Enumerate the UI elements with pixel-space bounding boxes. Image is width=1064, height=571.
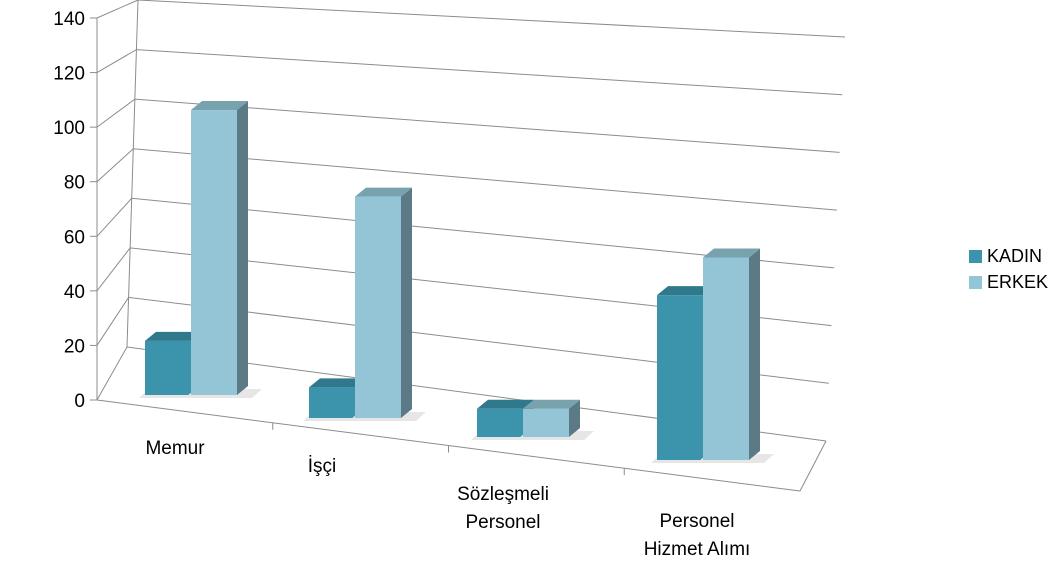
bar (355, 196, 401, 418)
y-tick-label: 80 (64, 173, 85, 194)
floor-edge (799, 440, 827, 492)
bar-top (523, 399, 580, 409)
bar-top (657, 286, 714, 296)
y-tick-label: 60 (64, 227, 85, 248)
y-tick-label: 0 (74, 391, 85, 412)
y-tick-label: 140 (53, 9, 85, 30)
legend-label: ERKEK (987, 272, 1048, 292)
bar-top (309, 378, 366, 388)
bar-side (569, 399, 580, 437)
legend-swatch (969, 250, 982, 263)
bar (191, 110, 237, 396)
bar-top (477, 399, 534, 409)
bar (309, 387, 355, 418)
bars (139, 101, 774, 463)
bar-side (401, 187, 412, 418)
category-labels: Memur İşçi Sözleşmeli Personel Personel Hizme… (145, 438, 750, 560)
legend-item: KADIN (969, 246, 1042, 266)
x-tick-label: Personel Hizmet Alımı (644, 511, 751, 560)
bar-top (355, 187, 412, 197)
bar (523, 408, 569, 437)
x-tick-label: Sözleşmeli Personel (457, 484, 549, 533)
bar-side (237, 101, 248, 396)
y-tick-label: 120 (53, 64, 85, 85)
x-tick-label: İşçi (308, 456, 337, 477)
legend-item: ERKEK (969, 272, 1048, 292)
axes (90, 0, 827, 492)
gridline (96, 0, 846, 38)
legend-label: KADIN (987, 246, 1042, 266)
bar (657, 295, 703, 460)
legend-swatch (969, 276, 982, 289)
y-tick-label: 20 (64, 336, 85, 357)
bar (477, 408, 523, 437)
y-tick-label: 40 (64, 282, 85, 303)
y-tick-label: 100 (53, 118, 85, 139)
bar-top (703, 248, 760, 258)
y-tick-labels: 0 20 40 60 80 100 120 140 (53, 9, 85, 412)
bar (703, 257, 749, 460)
bar-top (191, 101, 248, 111)
x-tick-label: Memur (145, 438, 205, 459)
legend: KADIN ERKEK (969, 246, 1048, 292)
gridline (96, 49, 843, 96)
back-wall-edge (126, 0, 139, 348)
bar-side (749, 248, 760, 460)
bar (145, 340, 191, 395)
bar-top (145, 331, 202, 341)
